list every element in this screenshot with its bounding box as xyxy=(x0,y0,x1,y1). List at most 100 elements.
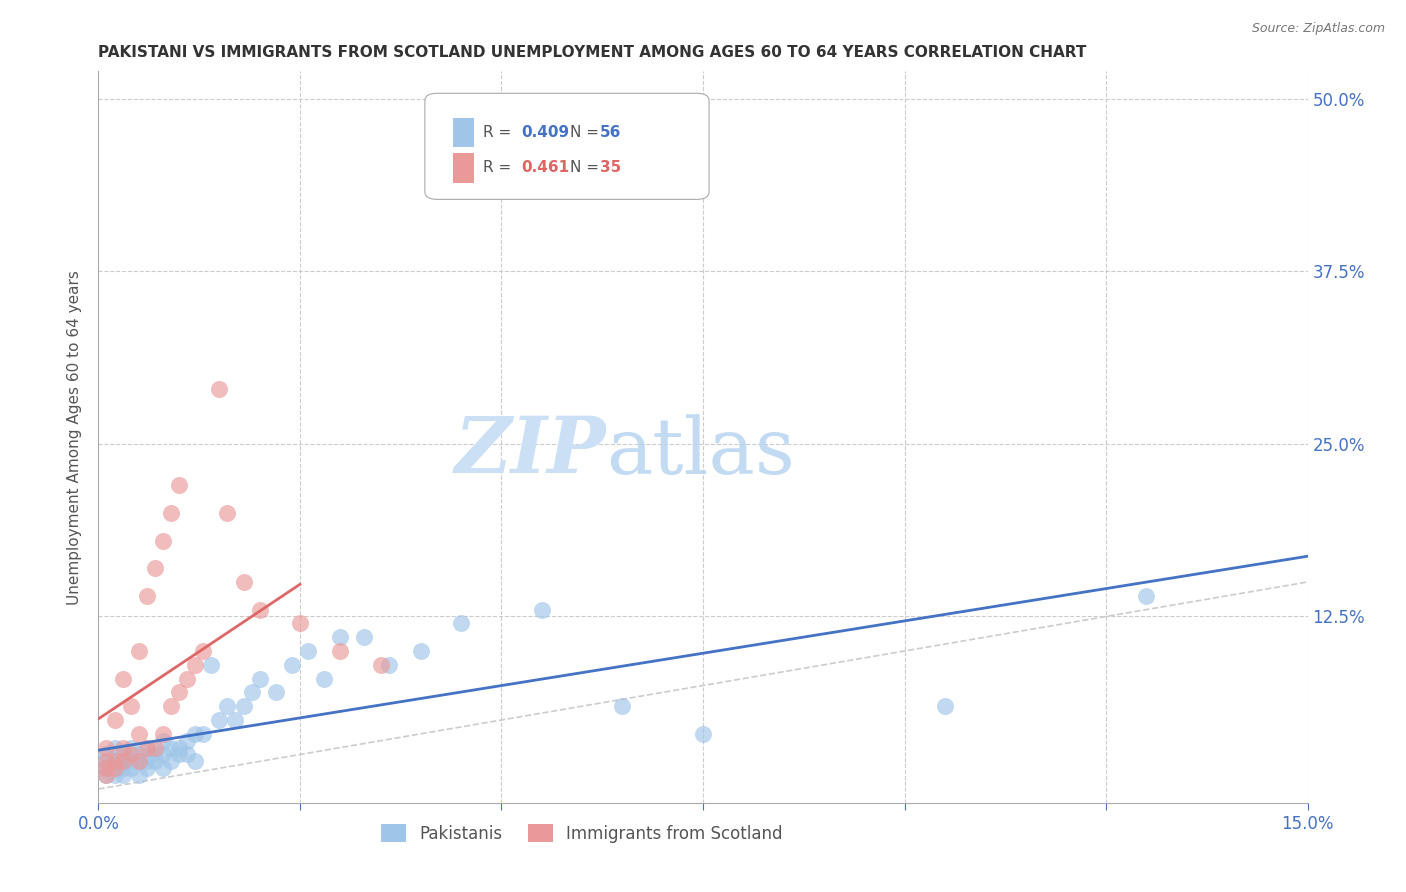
Point xyxy=(176,733,198,747)
Point xyxy=(103,755,125,769)
Point xyxy=(128,747,150,762)
Point xyxy=(152,747,174,762)
Point xyxy=(329,644,352,658)
FancyBboxPatch shape xyxy=(425,94,709,200)
Bar xyxy=(453,118,474,147)
Point xyxy=(249,672,271,686)
Point xyxy=(135,761,157,775)
Point xyxy=(240,685,263,699)
Point xyxy=(184,755,207,769)
Bar xyxy=(453,153,474,183)
Point xyxy=(103,768,125,782)
Point xyxy=(184,727,207,741)
Point xyxy=(96,755,118,769)
Point xyxy=(135,589,157,603)
Point xyxy=(160,699,183,714)
Point xyxy=(264,685,287,699)
Point xyxy=(193,727,215,741)
Point xyxy=(120,747,142,762)
Text: 0.409: 0.409 xyxy=(522,125,569,140)
Point xyxy=(692,727,714,741)
Point xyxy=(111,761,134,775)
Point xyxy=(128,755,150,769)
Point xyxy=(96,761,118,775)
Point xyxy=(329,630,352,644)
Point xyxy=(135,740,157,755)
Point xyxy=(1135,589,1157,603)
Point xyxy=(135,740,157,755)
Point xyxy=(232,574,254,589)
Y-axis label: Unemployment Among Ages 60 to 64 years: Unemployment Among Ages 60 to 64 years xyxy=(67,269,83,605)
Point xyxy=(208,713,231,727)
Point xyxy=(135,755,157,769)
Point xyxy=(208,382,231,396)
Point xyxy=(152,761,174,775)
Point xyxy=(96,740,118,755)
Point xyxy=(297,644,319,658)
Text: N =: N = xyxy=(569,125,599,140)
Point xyxy=(128,768,150,782)
Point xyxy=(184,657,207,672)
Point xyxy=(103,761,125,775)
Point xyxy=(111,755,134,769)
Point xyxy=(217,699,239,714)
Text: PAKISTANI VS IMMIGRANTS FROM SCOTLAND UNEMPLOYMENT AMONG AGES 60 TO 64 YEARS COR: PAKISTANI VS IMMIGRANTS FROM SCOTLAND UN… xyxy=(98,45,1087,61)
Point xyxy=(224,713,246,727)
Point xyxy=(143,755,166,769)
Point xyxy=(167,685,190,699)
Point xyxy=(612,699,634,714)
Point xyxy=(96,761,118,775)
Point xyxy=(193,644,215,658)
Point xyxy=(103,761,125,775)
Point xyxy=(152,733,174,747)
Point xyxy=(353,630,375,644)
Point xyxy=(128,755,150,769)
Point xyxy=(111,755,134,769)
Text: N =: N = xyxy=(569,161,599,176)
Point xyxy=(96,747,118,762)
Point xyxy=(217,506,239,520)
Point xyxy=(167,478,190,492)
Point xyxy=(143,561,166,575)
Point xyxy=(120,740,142,755)
Text: Source: ZipAtlas.com: Source: ZipAtlas.com xyxy=(1251,22,1385,36)
Point xyxy=(934,699,956,714)
Point xyxy=(232,699,254,714)
Point xyxy=(96,768,118,782)
Point xyxy=(111,747,134,762)
Text: R =: R = xyxy=(482,125,512,140)
Point xyxy=(120,699,142,714)
Point xyxy=(96,768,118,782)
Point xyxy=(167,747,190,762)
Point xyxy=(96,755,118,769)
Point xyxy=(288,616,311,631)
Text: 0.461: 0.461 xyxy=(522,161,569,176)
Point xyxy=(103,755,125,769)
Text: R =: R = xyxy=(482,161,512,176)
Point xyxy=(200,657,222,672)
Point xyxy=(281,657,304,672)
Text: atlas: atlas xyxy=(606,414,794,490)
Point xyxy=(450,616,472,631)
Point xyxy=(152,727,174,741)
Text: 56: 56 xyxy=(600,125,621,140)
Point xyxy=(111,768,134,782)
Point xyxy=(160,506,183,520)
Point xyxy=(143,740,166,755)
Point xyxy=(409,644,432,658)
Point xyxy=(176,672,198,686)
Point xyxy=(176,747,198,762)
Text: 35: 35 xyxy=(600,161,621,176)
Point xyxy=(152,533,174,548)
Text: ZIP: ZIP xyxy=(454,414,606,490)
Point xyxy=(128,727,150,741)
Point xyxy=(160,740,183,755)
Point xyxy=(120,755,142,769)
Point xyxy=(111,672,134,686)
Point xyxy=(143,747,166,762)
Point xyxy=(167,740,190,755)
Point xyxy=(103,713,125,727)
Point xyxy=(128,644,150,658)
Point xyxy=(370,657,392,672)
Point xyxy=(103,740,125,755)
